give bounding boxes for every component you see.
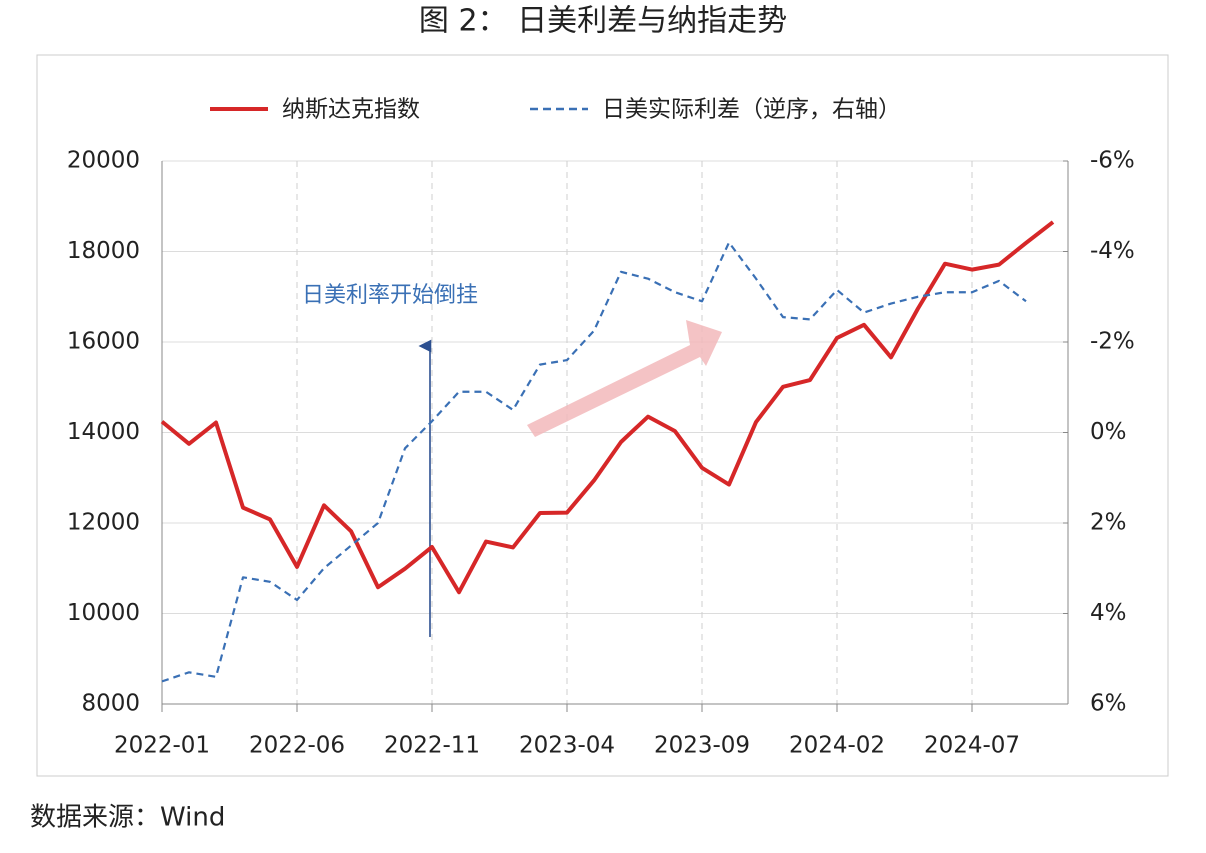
y2-tick-label: -2%: [1090, 329, 1135, 355]
y-tick-label: 10000: [67, 600, 140, 626]
y-tick-label: 12000: [67, 510, 140, 536]
y-tick-label: 20000: [67, 148, 140, 174]
x-tick-label: 2022-11: [384, 733, 480, 759]
y2-tick-label: -6%: [1090, 148, 1135, 174]
series-line: [161, 241, 1027, 683]
y-tick-label: 16000: [67, 329, 140, 355]
x-tick-label: 2024-07: [924, 733, 1020, 759]
legend-label: 日美实际利差（逆序，右轴）: [602, 97, 901, 123]
y-tick-label: 14000: [67, 419, 140, 445]
y-tick-label: 18000: [67, 238, 140, 264]
annotation: 日美利率开始倒挂: [302, 283, 478, 308]
x-tick-label: 2023-04: [519, 733, 615, 759]
x-tick-label: 2022-06: [249, 733, 345, 759]
source-note: 数据来源：Wind: [30, 803, 225, 833]
legend-label: 纳斯达克指数: [282, 97, 420, 123]
chart-frame: [36, 54, 1169, 777]
y2-tick-label: -4%: [1090, 238, 1135, 264]
series-line: [160, 220, 1055, 595]
y2-tick-label: 6%: [1090, 691, 1127, 717]
chart-title: 图 2： 日美利差与纳指走势: [419, 4, 787, 39]
x-tick-label: 2022-01: [114, 733, 210, 759]
trend-arrow: [527, 320, 722, 437]
y-tick-label: 8000: [81, 691, 140, 717]
x-tick-label: 2023-09: [654, 733, 750, 759]
y2-tick-label: 4%: [1090, 600, 1127, 626]
x-tick-label: 2024-02: [789, 733, 885, 759]
y2-tick-label: 2%: [1090, 510, 1127, 536]
grid: [162, 160, 1068, 705]
y2-tick-label: 0%: [1090, 419, 1127, 445]
